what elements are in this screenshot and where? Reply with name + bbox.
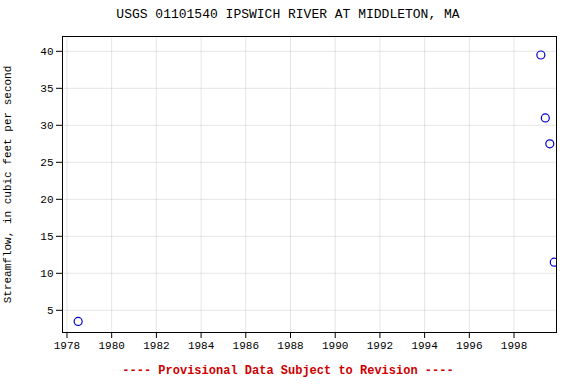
svg-text:1992: 1992 [367,340,393,352]
svg-text:25: 25 [40,157,53,169]
html-text:---- Provisional Data Subject: ---- Provisional Data Subject to Revisio… [122,364,454,378]
svg-text:1996: 1996 [456,340,482,352]
svg-text:20: 20 [40,194,53,206]
svg-text:1990: 1990 [322,340,348,352]
svg-text:Streamflow, in cubic feet per: Streamflow, in cubic feet per second [2,66,14,304]
svg-text:1980: 1980 [98,340,124,352]
svg-text:15: 15 [40,231,53,243]
svg-text:1994: 1994 [411,340,438,352]
svg-text:1986: 1986 [233,340,259,352]
svg-text:30: 30 [40,120,53,132]
html-text:USGS 01101540 IPSWICH RIVER AT: USGS 01101540 IPSWICH RIVER AT MIDDLETON… [116,7,460,22]
svg-text:35: 35 [40,83,53,95]
svg-text:1998: 1998 [501,340,527,352]
svg-text:1978: 1978 [54,340,80,352]
svg-text:1984: 1984 [188,340,215,352]
svg-text:1982: 1982 [143,340,169,352]
svg-text:40: 40 [40,46,53,58]
svg-text:10: 10 [40,268,53,280]
svg-text:1988: 1988 [277,340,303,352]
svg-text:5: 5 [47,305,54,317]
